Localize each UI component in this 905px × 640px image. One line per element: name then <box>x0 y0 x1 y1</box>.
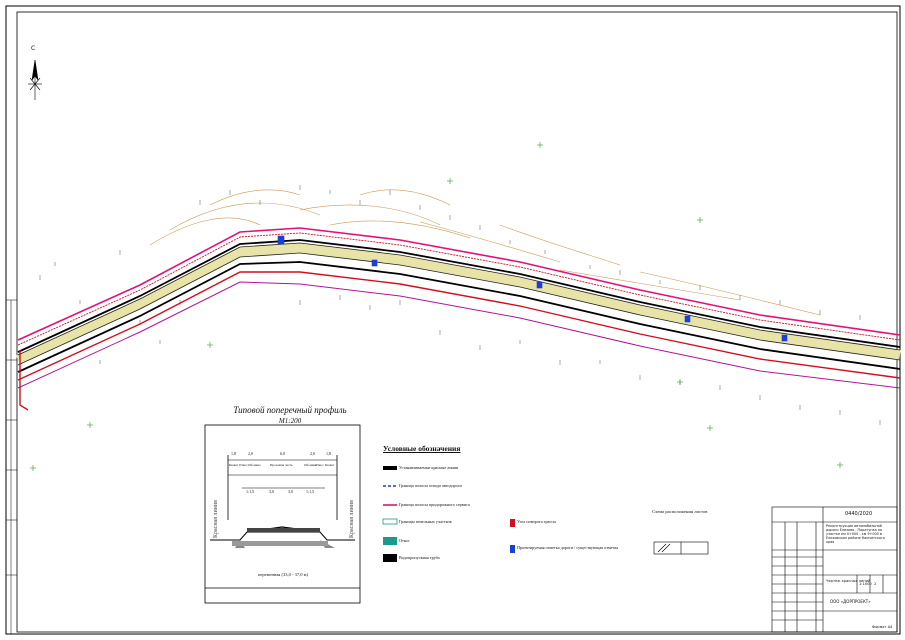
title-block-format: Формат А4 <box>872 625 893 629</box>
dim-top-3: 6,0 <box>280 451 285 456</box>
dim-mid-1: 1:1,5 <box>246 489 255 494</box>
legend-swatches <box>382 466 515 562</box>
carriageway-edge-a <box>17 242 901 356</box>
dim-mid-2: 3,0 <box>269 489 274 494</box>
dim-mid-4: 1:1,5 <box>306 489 315 494</box>
cross-section-scale: М1:200 <box>278 417 302 425</box>
legend-swatch-turn-angle <box>510 519 515 527</box>
cross-section-title: Типовой поперечный профиль <box>233 405 347 415</box>
cross-section-bottom-label: переменная (33,0 - 37,0 м) <box>258 572 308 577</box>
legend-label-service-strip: Граница полосы придорожного сервиса <box>399 502 470 507</box>
legend-label-slope: Откос <box>399 538 410 543</box>
element-label-7: Кювет <box>325 463 335 467</box>
element-label-1: Кювет <box>229 463 239 467</box>
legend-label-turn-angle: Угол поворота трассы <box>517 519 557 524</box>
element-label-4: Проезжая часть <box>270 463 293 467</box>
legend-swatch-land-parcel <box>382 518 398 525</box>
title-block <box>771 506 898 633</box>
legend-swatch-slope <box>383 537 397 545</box>
legend-label-right-of-way: Граница полосы отвода автодороги <box>399 483 462 488</box>
contour-lines <box>149 189 821 316</box>
side-label-left: Красная линия <box>213 500 219 538</box>
road-corridor <box>15 227 901 411</box>
carriageway-edge-b <box>17 252 901 366</box>
dim-top-4: 2,0 <box>310 451 315 456</box>
outer-frame <box>5 5 901 635</box>
legend-label-culvert: Водопропускная труба <box>399 555 440 560</box>
title-block-project: Реконструкция автомобильной дороги Елизо… <box>826 524 885 544</box>
service-strip-upper <box>17 227 901 341</box>
inner-frame <box>16 11 898 633</box>
land-parcel-upper <box>17 232 901 346</box>
title-block-sheet-name: Чертеж красных линий <box>826 579 871 583</box>
vegetation-marks <box>30 142 843 471</box>
title-block-code: 0440/2020 <box>845 511 873 517</box>
side-label-right: Красная линия <box>349 500 355 538</box>
title-block-sheet: 2 <box>874 582 877 586</box>
dim-top-5: 1,8 <box>326 451 331 456</box>
legend-label-land-parcel: Границы земельных участков <box>399 519 452 524</box>
dim-top-1: 1,8 <box>231 451 236 456</box>
scheme-title: Схема расположения листов <box>652 509 708 514</box>
terrain-marks <box>39 185 881 425</box>
station-marks <box>277 235 788 342</box>
north-label: С <box>31 45 36 52</box>
element-label-6: Откос <box>315 463 324 467</box>
service-strip-lower <box>17 281 901 389</box>
sheet-scheme <box>653 541 709 555</box>
title-block-org: ООО «ДОРПРОЕКТ» <box>830 599 871 604</box>
title-block-scale: 1:1000 <box>859 582 872 586</box>
legend-label-elevation: Проектируемая отметка дороги / существую… <box>517 545 619 550</box>
dim-top-2: 2,0 <box>248 451 253 456</box>
cross-section-fill <box>232 528 328 546</box>
dim-mid-3: 3,0 <box>288 489 293 494</box>
element-label-2: Откос <box>239 463 248 467</box>
legend-swatch-elevation <box>510 545 515 553</box>
legend-swatch-red-line <box>383 466 397 470</box>
carriageway <box>15 242 901 365</box>
element-label-3: Обочина <box>248 463 261 467</box>
element-label-5: Обочина <box>304 463 317 467</box>
red-line-lower <box>17 261 901 373</box>
legend-title: Условные обозначения <box>383 444 461 453</box>
land-parcel-left <box>19 350 29 411</box>
north-arrow <box>28 59 42 100</box>
legend-label-red-line: Устанавливаемые красные линии <box>399 465 459 470</box>
left-stamp <box>6 299 17 634</box>
red-line-upper <box>17 239 901 353</box>
legend-swatch-culvert <box>383 554 397 562</box>
land-parcel-lower <box>17 271 901 381</box>
